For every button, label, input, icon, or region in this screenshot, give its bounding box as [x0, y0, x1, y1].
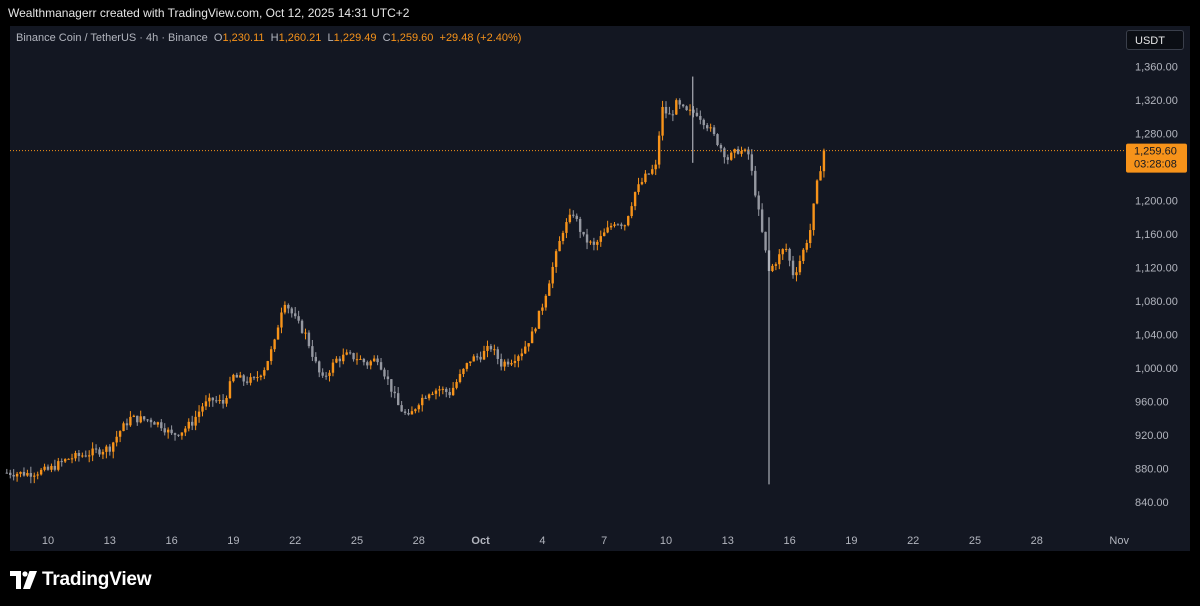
symbol-name: Binance Coin / TetherUS · 4h · Binance [16, 32, 208, 44]
attribution-bar: Wealthmanagerr created with TradingView.… [0, 0, 1200, 26]
tradingview-logo-icon [10, 571, 37, 589]
currency-button[interactable]: USDT [1126, 30, 1184, 50]
change-value: +29.48 (+2.40%) [439, 32, 522, 44]
low-value: 1,229.49 [333, 32, 377, 44]
low-key: L [327, 32, 334, 44]
symbol-legend[interactable]: Binance Coin / TetherUS · 4h · Binance O… [16, 32, 521, 44]
tradingview-logo[interactable]: TradingView [10, 569, 152, 591]
high-key: H [270, 32, 279, 44]
close-key: C [382, 32, 391, 44]
high-value: 1,260.21 [278, 32, 322, 44]
close-value: 1,259.60 [390, 32, 434, 44]
footer [0, 551, 1200, 606]
tradingview-logo-text: TradingView [42, 569, 152, 590]
attribution-text: Wealthmanagerr created with TradingView.… [8, 6, 410, 20]
candle-body [5, 472, 8, 474]
open-value: 1,230.11 [222, 32, 265, 44]
chart-panel[interactable] [10, 26, 1190, 551]
open-key: O [213, 32, 223, 44]
